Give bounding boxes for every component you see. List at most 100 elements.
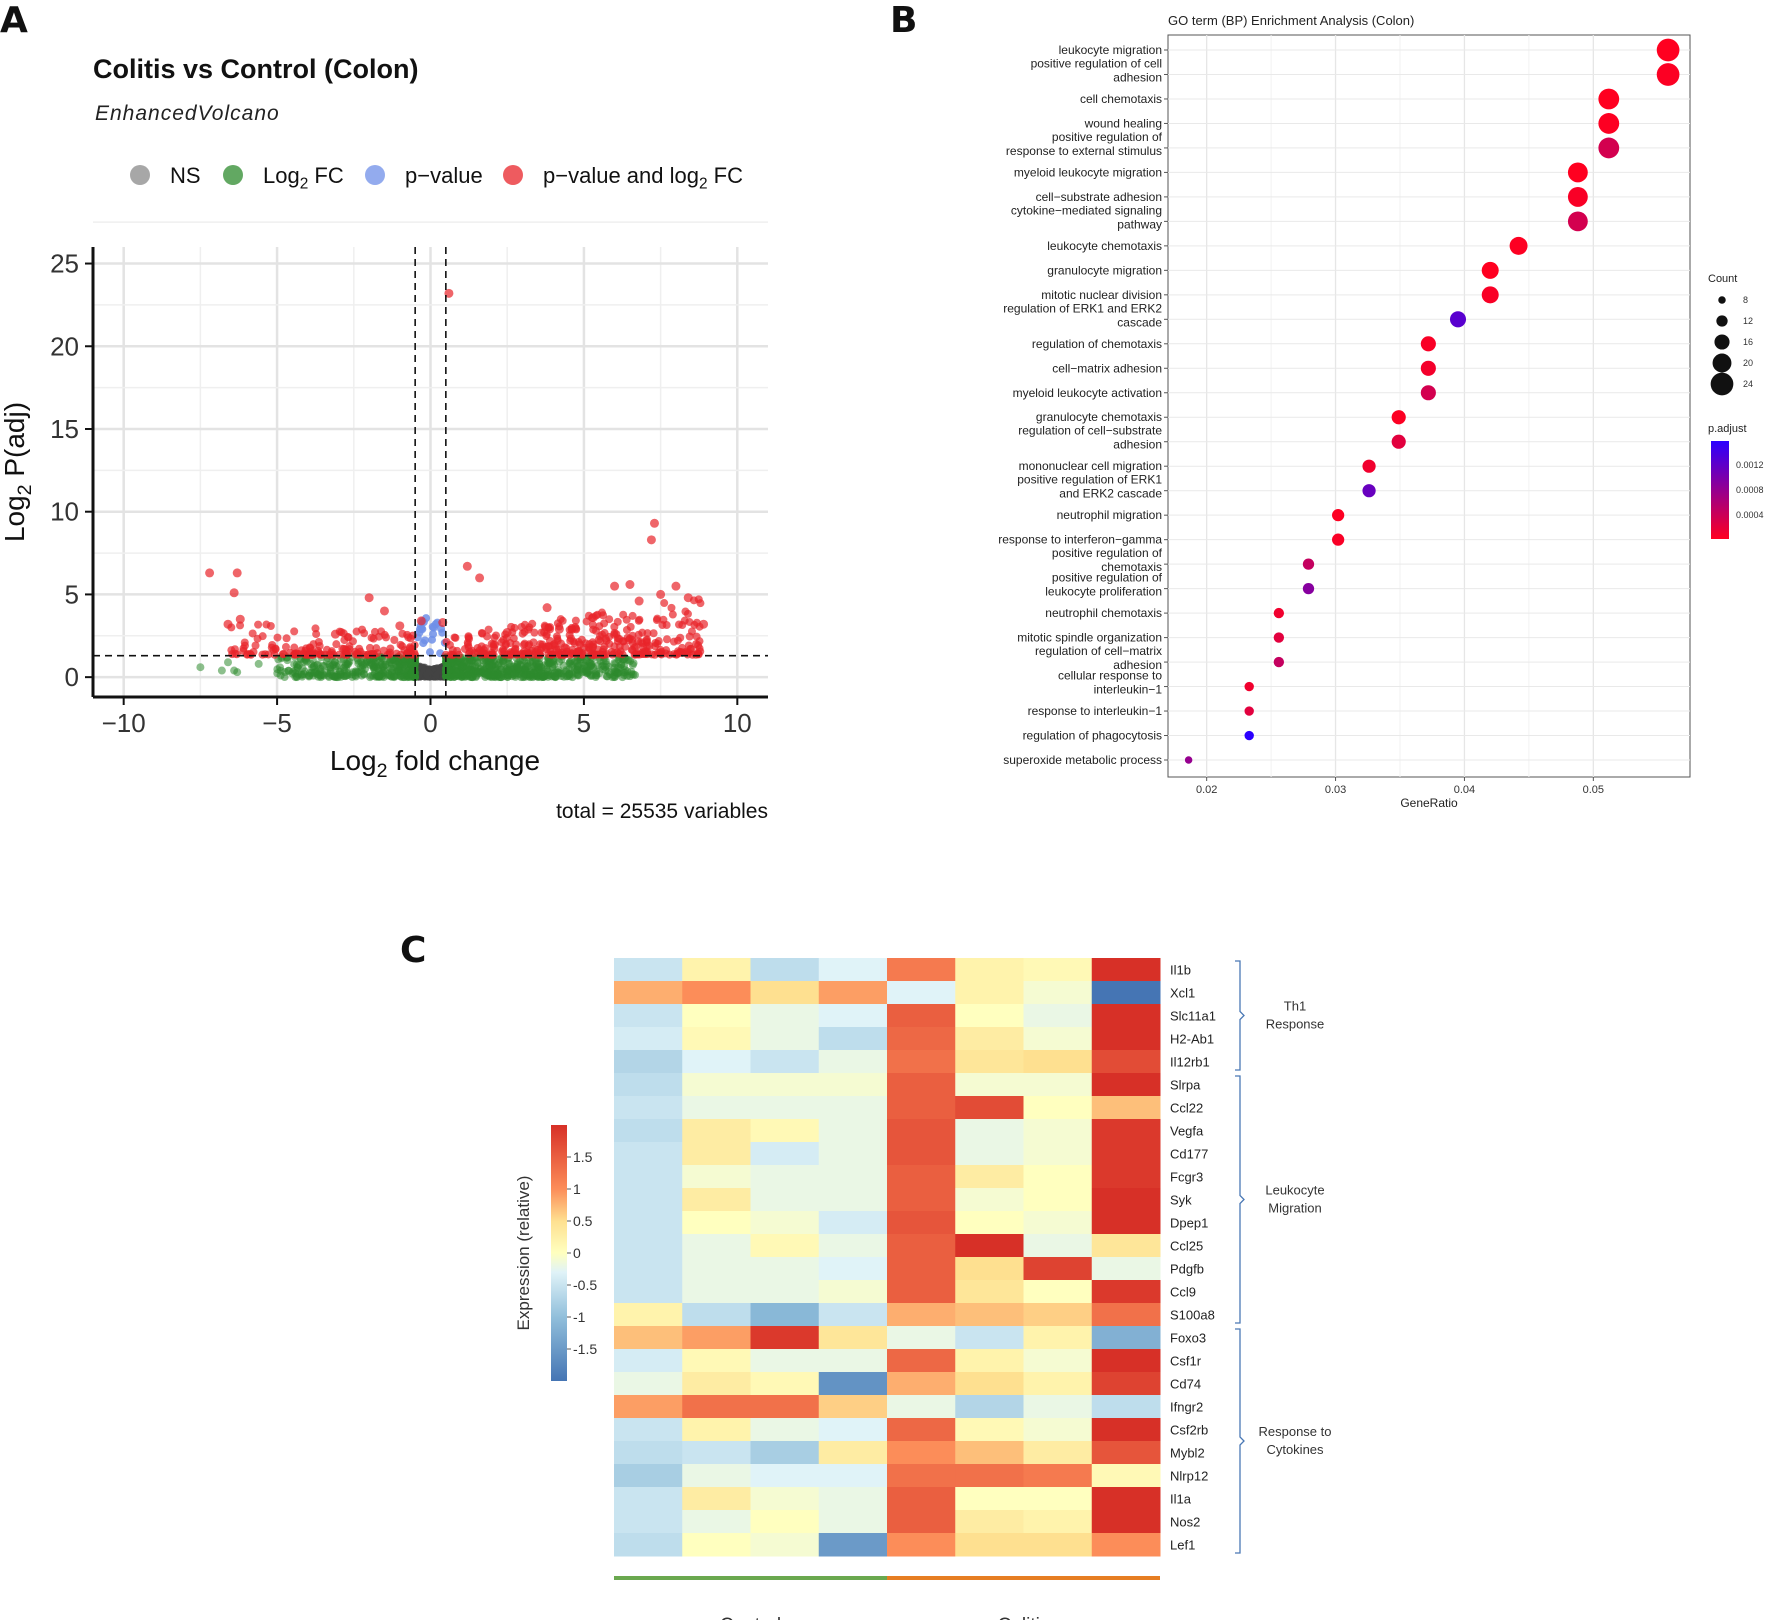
- heatmap-cell: [1023, 1165, 1093, 1189]
- significant-point: [479, 646, 488, 655]
- significant-point: [652, 616, 661, 625]
- heatmap-cell: [818, 1441, 888, 1465]
- term-label: positive regulation of ERK1 and ERK2 casc…: [1017, 473, 1162, 501]
- heatmap-cell: [614, 1510, 683, 1534]
- heatmap-cell: [614, 1234, 683, 1258]
- colorbar-tick-label: 1.5: [573, 1149, 593, 1165]
- gene-label: Fcgr3: [1170, 1170, 1203, 1185]
- log2fc-point: [217, 666, 226, 675]
- ns-point: [425, 668, 433, 676]
- colorbar-tick-label: -1: [573, 1309, 586, 1325]
- heatmap-cell: [750, 1395, 820, 1419]
- heatmap-cell: [750, 1464, 820, 1488]
- heatmap-cell: [887, 1004, 956, 1028]
- heatmap-cell: [614, 1188, 683, 1212]
- significant-point: [686, 644, 695, 653]
- log2fc-point: [621, 666, 630, 675]
- heatmap-cell: [1023, 1004, 1093, 1028]
- significant-point: [382, 633, 391, 642]
- gene-label: Pdgfb: [1170, 1262, 1204, 1277]
- heatmap-cell: [955, 1096, 1024, 1120]
- log2fc-point: [583, 667, 592, 676]
- heatmap-cell: [750, 1349, 820, 1373]
- term-label: neutrophil migration: [1057, 508, 1162, 522]
- term-dot: [1598, 137, 1620, 159]
- log2fc-point: [458, 662, 467, 671]
- heatmap-cell: [1023, 1188, 1093, 1212]
- log2fc-point: [503, 672, 512, 681]
- heatmap-cell: [887, 1418, 956, 1442]
- significant-point: [639, 649, 648, 658]
- heatmap-cell: [614, 1073, 683, 1097]
- heatmap-cell: [750, 1510, 820, 1534]
- log2fc-point: [611, 668, 620, 677]
- heatmap-cell: [887, 1487, 956, 1511]
- heatmap-cell: [750, 981, 820, 1005]
- heatmap-cell: [614, 1487, 683, 1511]
- significant-point: [656, 589, 666, 599]
- significant-point: [520, 620, 529, 629]
- heatmap-cell: [887, 1257, 956, 1281]
- log2fc-point: [526, 673, 535, 682]
- x-tick-label: 0.02: [1196, 784, 1217, 796]
- significant-point: [290, 627, 299, 636]
- significant-point: [489, 642, 498, 651]
- significant-point: [556, 615, 565, 624]
- significant-point: [339, 629, 348, 638]
- log2fc-point: [506, 662, 515, 671]
- heatmap-cell: [818, 1119, 888, 1143]
- gene-label: S100a8: [1170, 1308, 1215, 1323]
- significant-point: [683, 593, 693, 603]
- significant-point: [223, 619, 233, 629]
- significant-point: [542, 603, 552, 613]
- significant-point: [621, 642, 630, 651]
- heatmap-cell: [614, 981, 683, 1005]
- group-label-0: Control: [720, 1615, 781, 1620]
- y-tick-label: 20: [50, 331, 79, 361]
- heatmap-cell: [614, 958, 683, 982]
- heatmap-cell: [887, 1142, 956, 1166]
- significant-point: [345, 645, 354, 654]
- gene-label: Foxo3: [1170, 1331, 1206, 1346]
- heatmap-cell: [1091, 1441, 1161, 1465]
- significant-point: [398, 642, 407, 651]
- log2fc-point: [465, 656, 474, 665]
- significant-point: [542, 645, 551, 654]
- color-legend-bar: [1711, 441, 1729, 539]
- heatmap-cell: [887, 1280, 956, 1304]
- significant-point: [687, 627, 696, 636]
- y-tick-label: 0: [65, 662, 79, 692]
- heatmap-cell: [1091, 1533, 1161, 1557]
- heatmap-cell: [614, 1257, 683, 1281]
- heatmap-cell: [750, 1188, 820, 1212]
- significant-point: [240, 638, 249, 647]
- significant-point: [528, 619, 537, 628]
- gene-label: Xcl1: [1170, 986, 1195, 1001]
- chart-title: Colitis vs Control (Colon): [93, 54, 418, 84]
- significant-point: [635, 615, 644, 624]
- gene-label: Ccl25: [1170, 1239, 1203, 1254]
- term-dot: [1567, 186, 1588, 207]
- log2fc-point: [319, 661, 328, 670]
- log2fc-point: [379, 662, 388, 671]
- log2fc-point: [540, 661, 549, 670]
- heatmap-cell: [887, 1165, 956, 1189]
- heatmap-cell: [1091, 1027, 1161, 1051]
- heatmap-cell: [682, 1303, 751, 1327]
- heatmap-cell: [750, 1142, 820, 1166]
- significant-point: [446, 650, 455, 659]
- size-legend-dot: [1714, 334, 1730, 350]
- heatmap-cell: [1023, 958, 1093, 982]
- heatmap-cell: [818, 1280, 888, 1304]
- heatmap-cell: [682, 1050, 751, 1074]
- term-dot: [1481, 286, 1499, 304]
- significant-point: [444, 288, 454, 298]
- heatmap-cell: [818, 1027, 888, 1051]
- heatmap-cell: [887, 1395, 956, 1419]
- significant-point: [470, 649, 479, 658]
- heatmap-cell: [682, 1234, 751, 1258]
- log2fc-point: [297, 670, 306, 679]
- heatmap-cell: [955, 1464, 1024, 1488]
- significant-point: [235, 614, 245, 624]
- heatmap-cell: [1091, 1418, 1161, 1442]
